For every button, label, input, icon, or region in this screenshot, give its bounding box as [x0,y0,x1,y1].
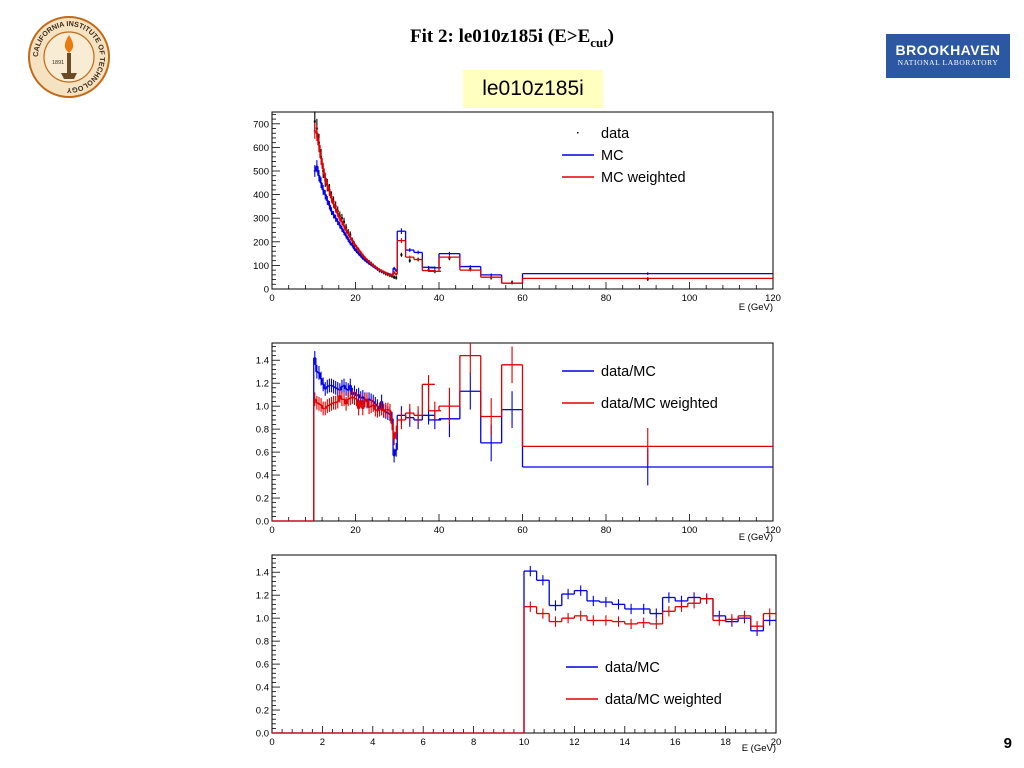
dataset-badge: le010z185i [463,70,603,108]
data-marker [408,259,411,262]
y-tick-label: 1.0 [256,402,269,413]
y-tick-label: 400 [253,190,269,201]
x-tick-label: 0 [269,525,274,536]
x-tick-label: 60 [517,293,528,304]
y-tick-label: 1.0 [256,614,269,625]
series-mc-weighted [313,122,773,285]
x-tick-label: 14 [620,737,631,748]
legend-label: data/MC [601,364,656,380]
x-tick-label: 60 [517,525,528,536]
x-axis-label: E (GeV) [742,743,776,754]
data-marker [313,120,316,123]
y-tick-label: 700 [253,119,269,130]
legend-label: MC [601,148,624,164]
y-tick-label: 0.2 [256,706,269,717]
y-tick-label: 0 [264,285,269,296]
x-tick-label: 20 [350,525,361,536]
legend: data MC MC weighted [562,126,686,186]
data-marker [395,276,398,279]
x-tick-label: 40 [434,525,445,536]
x-tick-label: 4 [370,737,375,748]
x-tick-label: 100 [682,293,698,304]
y-tick-label: 0.8 [256,637,269,648]
y-tick-label: 0.8 [256,425,269,436]
x-tick-label: 80 [601,525,612,536]
x-tick-label: 16 [670,737,681,748]
y-tick-label: 1.4 [256,568,269,579]
data-marker [400,253,403,256]
x-axis-label: E (GeV) [739,532,773,543]
y-tick-label: 0.6 [256,660,269,671]
series-data-mc-weighted [272,593,776,734]
y-tick-label: 1.4 [256,356,269,367]
brookhaven-logo-icon: BROOKHAVEN NATIONAL LABORATORY [886,34,1010,78]
y-tick-label: 0.6 [256,448,269,459]
y-tick-label: 600 [253,143,269,154]
x-tick-label: 12 [569,737,580,748]
x-tick-label: 40 [434,293,445,304]
x-tick-label: 0 [269,737,274,748]
y-tick-label: 1.2 [256,379,269,390]
y-tick-label: 100 [253,261,269,272]
y-tick-label: 200 [253,237,269,248]
caltech-seal-icon: CALIFORNIA INSTITUTE OF TECHNOLOGY 1891 [28,16,110,98]
legend-label: data/MC weighted [601,396,718,412]
y-tick-label: 300 [253,214,269,225]
x-tick-label: 20 [350,293,361,304]
x-tick-label: 20 [771,737,782,748]
y-tick-label: 1.2 [256,591,269,602]
y-tick-label: 0.4 [256,683,269,694]
y-tick-label: 0.2 [256,494,269,505]
x-tick-label: 2 [320,737,325,748]
legend-label: data/MC [605,660,660,676]
data-marker [340,217,343,220]
legend: data/MC data/MC weighted [562,364,718,412]
x-tick-label: 80 [601,293,612,304]
page-number: 9 [1003,735,1012,752]
legend-label: MC weighted [601,170,686,186]
x-tick-label: 18 [720,737,731,748]
x-tick-label: 120 [765,293,781,304]
y-tick-label: 0.4 [256,471,269,482]
x-tick-label: 120 [765,525,781,536]
slide-title: Fit 2: le010z185i (E>Ecut) [410,26,614,50]
legend: data/MC data/MC weighted [566,660,722,708]
series-data-mc-weighted [272,343,773,522]
data-marker [349,233,352,236]
x-tick-label: 6 [421,737,426,748]
x-axis-label: E (GeV) [739,302,773,313]
data-marker [343,220,346,223]
x-tick-label: 0 [269,293,274,304]
data-marker [393,276,396,279]
bnl-line2: NATIONAL LABORATORY [897,58,999,67]
legend-label: data/MC weighted [605,692,722,708]
legend-marker [577,132,579,134]
x-tick-label: 100 [682,525,698,536]
y-tick-label: 0.0 [256,517,269,528]
legend-label: data [601,126,630,142]
seal-year: 1891 [52,60,64,66]
x-tick-label: 8 [471,737,476,748]
bnl-line1: BROOKHAVEN [895,42,1001,58]
y-tick-label: 500 [253,167,269,178]
y-tick-label: 0.0 [256,729,269,740]
x-tick-label: 10 [519,737,530,748]
